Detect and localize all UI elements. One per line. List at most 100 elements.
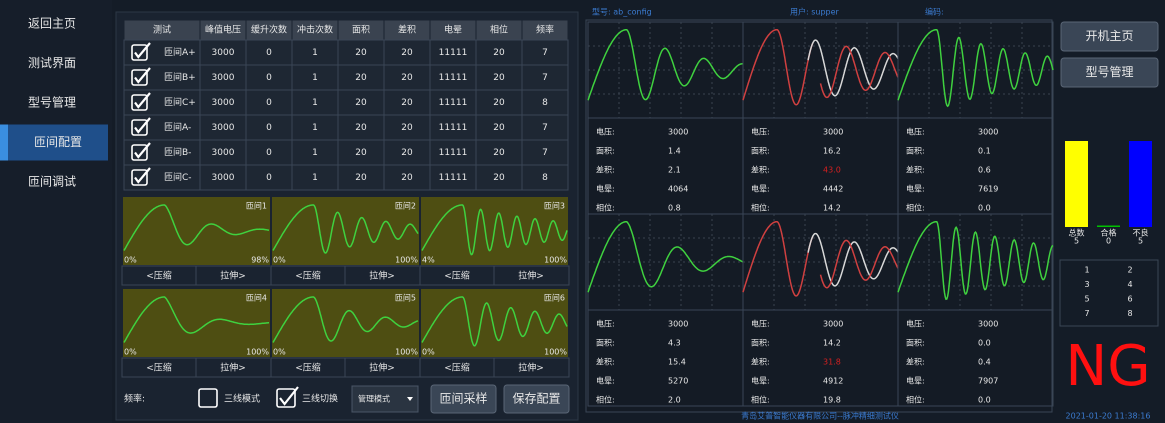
table-cell xyxy=(291,164,339,191)
table-cell-text: 匝间A+ xyxy=(164,46,196,58)
table-cell xyxy=(199,164,247,191)
sidebar-item[interactable]: 测试界面 xyxy=(28,55,76,70)
panel-left: 0% xyxy=(273,256,286,265)
check-mark xyxy=(134,167,151,184)
table-cell xyxy=(521,89,569,116)
button[interactable] xyxy=(430,384,497,414)
slot-number: 5 xyxy=(1084,295,1089,304)
stat-value: 7619 xyxy=(978,185,998,194)
table-cell xyxy=(199,89,247,116)
slot-number: 2 xyxy=(1127,266,1132,275)
compress-label: <压缩 xyxy=(444,362,470,374)
table-cell-text: 8 xyxy=(542,173,548,183)
sidebar-item[interactable]: 匝间调试 xyxy=(28,174,76,189)
table-cell-text: 20 xyxy=(493,98,505,108)
button-label: 匝间采样 xyxy=(439,391,487,406)
stat-value: 3000 xyxy=(823,320,843,329)
table-cell-text: 匝间C- xyxy=(164,171,192,183)
stat-value: 0.4 xyxy=(978,358,991,367)
stretch-label: 拉伸> xyxy=(220,362,246,374)
stretch-button[interactable] xyxy=(493,265,570,286)
stat-value: 0.0 xyxy=(978,339,991,348)
waveform xyxy=(587,28,743,101)
stat-value: 0.0 xyxy=(978,396,991,405)
checkbox[interactable] xyxy=(131,69,148,86)
table-cell-text: 11111 xyxy=(439,148,468,158)
stat-label: 相位: xyxy=(596,395,615,405)
stat-label: 电晕: xyxy=(906,184,925,194)
footer-time: 2021-01-20 11:38:16 xyxy=(1066,412,1151,421)
checkbox[interactable] xyxy=(131,169,148,186)
stretch-button[interactable] xyxy=(493,357,570,378)
table-cell-text: 20 xyxy=(401,73,413,83)
button-label: 保存配置 xyxy=(512,392,560,406)
table-cell xyxy=(245,114,293,141)
footer-company: 青岛艾普智能仪器有限公司--脉冲精细测试仪 xyxy=(741,411,899,421)
table-cell xyxy=(291,64,339,91)
table-cell-text: 匝间B- xyxy=(164,146,191,158)
table-cell xyxy=(429,139,477,166)
count-label: 合格 xyxy=(1101,228,1117,238)
nav-button-label: 型号管理 xyxy=(1085,64,1133,79)
table-header: 电晕 xyxy=(444,24,462,36)
dropdown[interactable] xyxy=(351,385,419,413)
table-cell xyxy=(521,139,569,166)
nav-button[interactable] xyxy=(1060,21,1159,52)
mode-label: 三线模式 xyxy=(224,393,260,405)
table-cell-text: 3000 xyxy=(212,73,235,83)
checkbox[interactable] xyxy=(131,44,148,61)
count-value: 5 xyxy=(1074,237,1079,246)
stat-value: 4064 xyxy=(668,185,688,194)
sidebar xyxy=(0,0,112,423)
stat-value: 7907 xyxy=(978,377,998,386)
panel-name: 匝间2 xyxy=(395,202,416,211)
table-cell-text: 1 xyxy=(312,98,318,108)
count-label: 不良 xyxy=(1133,228,1149,238)
stat-value: 19.8 xyxy=(823,396,841,405)
nav-button[interactable] xyxy=(1060,57,1159,88)
checkbox[interactable] xyxy=(131,144,148,161)
slot-number: 6 xyxy=(1127,295,1132,304)
table-cell xyxy=(475,114,523,141)
stat-label: 电压: xyxy=(906,319,925,329)
waveform-panel xyxy=(419,287,570,359)
table-cell-text: 0 xyxy=(266,98,272,108)
check-mark xyxy=(134,142,151,159)
compress-label: <压缩 xyxy=(295,362,321,374)
stat-label: 电压: xyxy=(596,127,615,137)
stat-label: 电压: xyxy=(751,319,770,329)
count-bar xyxy=(1097,225,1120,227)
compress-label: <压缩 xyxy=(444,270,470,282)
stat-label: 相位: xyxy=(751,203,770,213)
stat-value: 16.2 xyxy=(823,147,841,156)
table-cell-text: 7 xyxy=(542,148,548,158)
sidebar-item[interactable]: 型号管理 xyxy=(28,95,76,110)
checkbox[interactable] xyxy=(131,119,148,136)
stretch-label: 拉伸> xyxy=(220,270,246,282)
table-cell xyxy=(383,39,431,66)
compress-label: <压缩 xyxy=(146,362,172,374)
header-info: 编码: xyxy=(925,7,944,17)
slot-number: 3 xyxy=(1084,280,1089,289)
table-cell xyxy=(337,39,385,66)
checkbox[interactable] xyxy=(276,388,296,408)
waveform xyxy=(421,204,568,256)
waveform xyxy=(819,45,899,99)
table-cell xyxy=(429,164,477,191)
table-cell-text: 匝间B+ xyxy=(164,71,196,83)
checkbox[interactable] xyxy=(131,94,148,111)
checkbox[interactable] xyxy=(198,388,218,408)
table-cell-text: 1 xyxy=(312,48,318,58)
sidebar-item[interactable]: 匝间配置 xyxy=(34,135,82,149)
dropdown-label: 管理模式 xyxy=(358,394,390,404)
waveform xyxy=(272,204,419,254)
table-cell xyxy=(245,39,293,66)
slot-number: 4 xyxy=(1127,280,1132,289)
panel-name: 匝间3 xyxy=(544,202,565,211)
table-cell-text: 3000 xyxy=(212,148,235,158)
sidebar-item[interactable]: 返回主页 xyxy=(28,17,76,31)
button[interactable] xyxy=(503,384,570,414)
table-cell-text: 匝间C+ xyxy=(164,96,196,108)
stat-value: 5270 xyxy=(668,377,688,386)
